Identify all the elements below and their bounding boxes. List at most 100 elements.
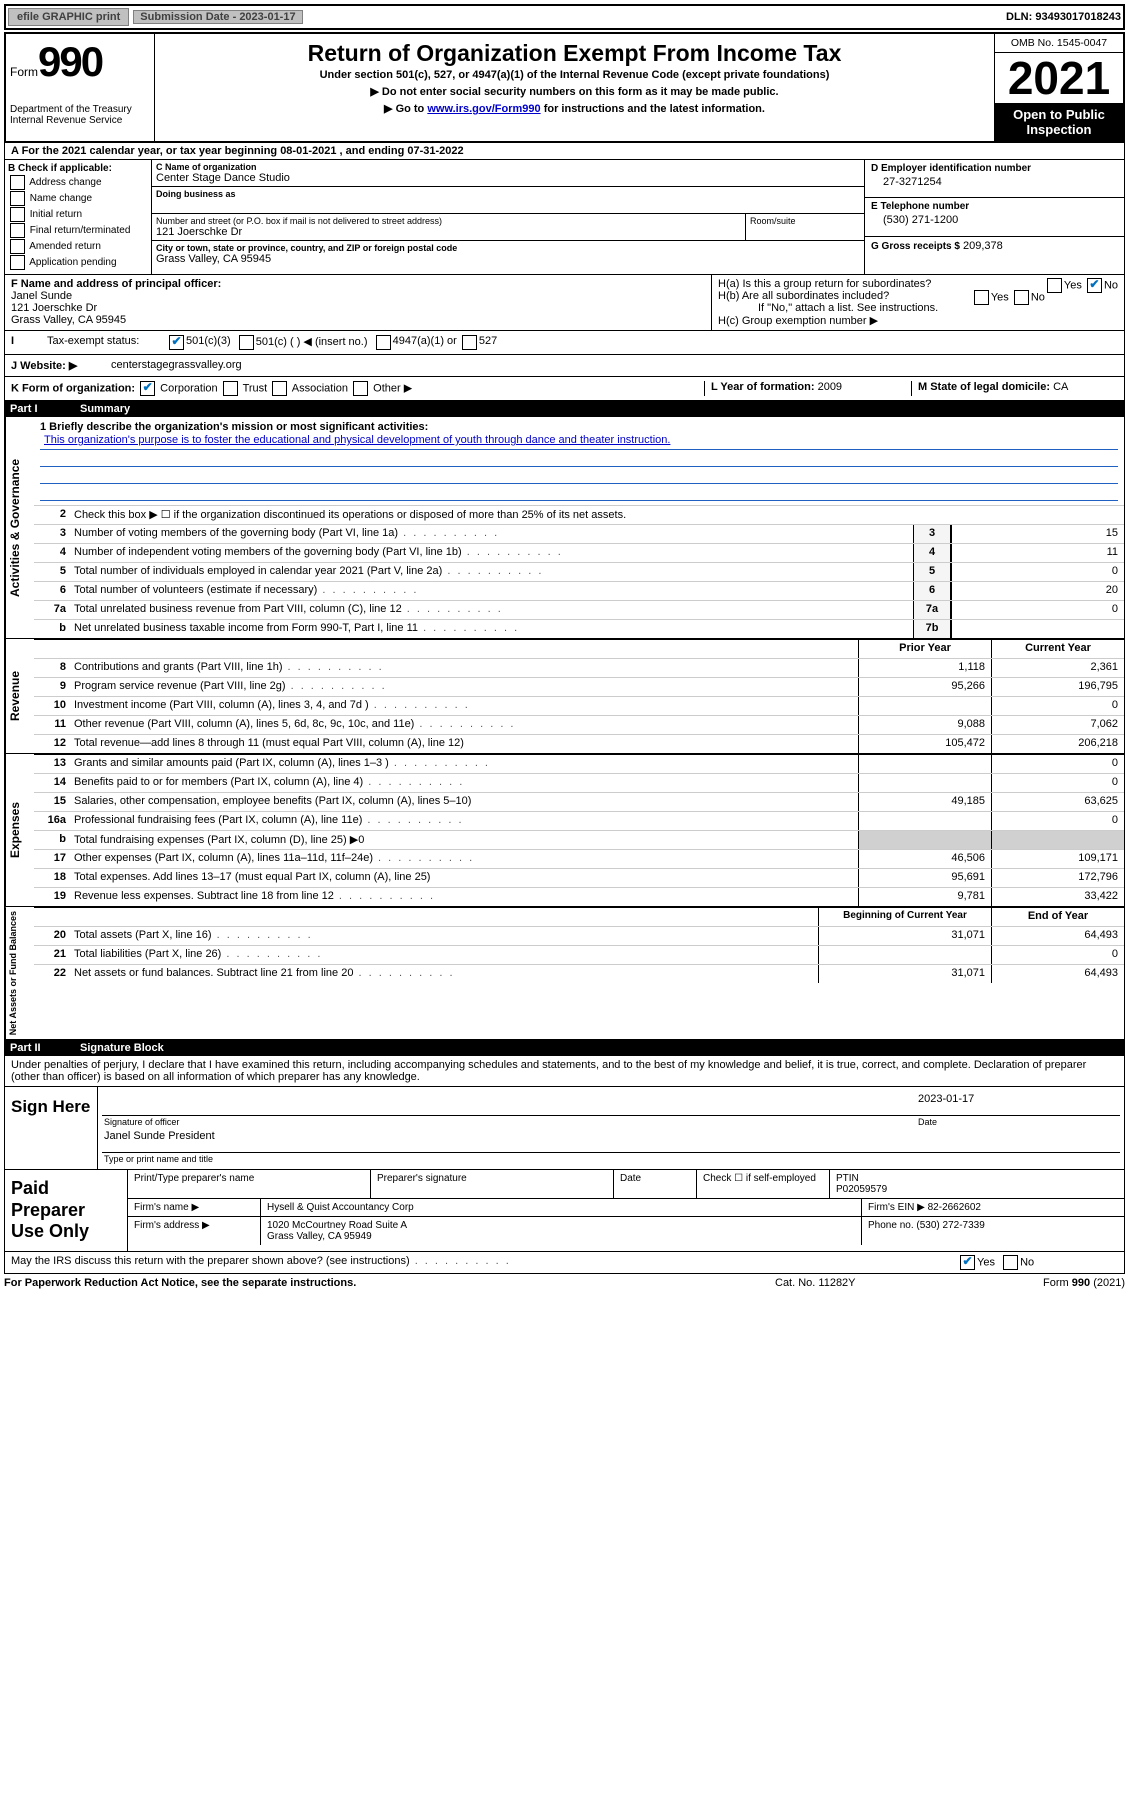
sign-here-label: Sign Here — [5, 1087, 98, 1169]
chk-address-change[interactable] — [10, 175, 25, 190]
line22-end: 64,493 — [991, 965, 1124, 983]
chk-corp[interactable] — [140, 381, 155, 396]
chk-501c3[interactable] — [169, 335, 184, 350]
chk-ha-no[interactable] — [1087, 278, 1102, 293]
lbl-sig-date: Date — [918, 1117, 1118, 1127]
mission-text: This organization's purpose is to foster… — [40, 433, 1118, 450]
box-b-title: B Check if applicable: — [8, 163, 148, 174]
part-i-num: Part I — [10, 403, 80, 415]
line14-prior — [858, 774, 991, 792]
chk-527[interactable] — [462, 335, 477, 350]
firm-phone: (530) 272-7339 — [916, 1220, 984, 1231]
line22-desc: Net assets or fund balances. Subtract li… — [70, 965, 818, 983]
line15-prior: 49,185 — [858, 793, 991, 811]
lbl-tax-status: Tax-exempt status: — [47, 335, 167, 350]
lbl-firm-ein: Firm's EIN ▶ — [868, 1202, 925, 1213]
line21-desc: Total liabilities (Part X, line 26) — [70, 946, 818, 964]
preparer-block: Paid Preparer Use Only Print/Type prepar… — [4, 1170, 1125, 1252]
chk-hb-yes[interactable] — [974, 290, 989, 305]
efile-button[interactable]: efile GRAPHIC print — [8, 8, 129, 26]
lbl-org-name: C Name of organization — [156, 162, 860, 172]
form-subtitle: Under section 501(c), 527, or 4947(a)(1)… — [163, 69, 986, 81]
chk-name-change[interactable] — [10, 191, 25, 206]
signature-block: Sign Here 2023-01-17 Signature of office… — [4, 1087, 1125, 1170]
lbl-other: Other ▶ — [373, 382, 412, 394]
chk-final-return[interactable] — [10, 223, 25, 238]
chk-501c[interactable] — [239, 335, 254, 350]
lbl-year-formed: L Year of formation: — [711, 381, 815, 393]
line21-begin — [818, 946, 991, 964]
goto-post: for instructions and the latest informat… — [541, 103, 765, 115]
firm-ein: 82-2662602 — [928, 1202, 981, 1213]
lbl-discuss-yes: Yes — [977, 1256, 995, 1268]
chk-assoc[interactable] — [272, 381, 287, 396]
side-revenue: Revenue — [5, 639, 34, 753]
line14-desc: Benefits paid to or for members (Part IX… — [70, 774, 858, 792]
chk-hb-no[interactable] — [1014, 290, 1029, 305]
line19-prior: 9,781 — [858, 888, 991, 906]
chk-ha-yes[interactable] — [1047, 278, 1062, 293]
line18-desc: Total expenses. Add lines 13–17 (must eq… — [70, 869, 858, 887]
part-i-title: Summary — [80, 403, 130, 415]
lbl-self-employed: Check ☐ if self-employed — [697, 1170, 830, 1198]
footer-left: For Paperwork Reduction Act Notice, see … — [4, 1277, 775, 1289]
line10-desc: Investment income (Part VIII, column (A)… — [70, 697, 858, 715]
lbl-prep-date: Date — [614, 1170, 697, 1198]
line17-prior: 46,506 — [858, 850, 991, 868]
part-ii-num: Part II — [10, 1042, 80, 1054]
line12-curr: 206,218 — [991, 735, 1124, 753]
lbl-4947: 4947(a)(1) or — [393, 335, 457, 350]
tax-year: 2021 — [995, 53, 1123, 103]
chk-pending[interactable] — [10, 255, 25, 270]
line4-val: 11 — [951, 544, 1124, 562]
lbl-501c: 501(c) ( ) ◀ (insert no.) — [256, 335, 368, 350]
line17-curr: 109,171 — [991, 850, 1124, 868]
lbl-mission: 1 Briefly describe the organization's mi… — [40, 421, 1118, 433]
chk-other[interactable] — [353, 381, 368, 396]
line8-desc: Contributions and grants (Part VIII, lin… — [70, 659, 858, 677]
tax-status-row: I Tax-exempt status: 501(c)(3) 501(c) ( … — [4, 331, 1125, 355]
part-i-header: Part I Summary — [4, 401, 1125, 417]
form-number: 990 — [38, 38, 102, 85]
line18-prior: 95,691 — [858, 869, 991, 887]
website-value: centerstagegrassvalley.org — [111, 359, 242, 372]
chk-discuss-yes[interactable] — [960, 1255, 975, 1270]
lbl-trust: Trust — [243, 382, 268, 394]
lbl-501c3: 501(c)(3) — [186, 335, 231, 350]
chk-initial-return[interactable] — [10, 207, 25, 222]
line15-curr: 63,625 — [991, 793, 1124, 811]
lbl-ha: H(a) Is this a group return for subordin… — [718, 278, 931, 290]
line20-desc: Total assets (Part X, line 16) — [70, 927, 818, 945]
lbl-domicile: M State of legal domicile: — [918, 381, 1050, 393]
lbl-amended: Amended return — [29, 241, 101, 252]
line7b-desc: Net unrelated business taxable income fr… — [70, 620, 913, 638]
submission-date: Submission Date - 2023-01-17 — [133, 10, 302, 24]
omb-number: OMB No. 1545-0047 — [995, 34, 1123, 53]
chk-discuss-no[interactable] — [1003, 1255, 1018, 1270]
lbl-sig-officer: Signature of officer — [104, 1117, 918, 1127]
part-ii-header: Part II Signature Block — [4, 1040, 1125, 1056]
domicile: CA — [1053, 381, 1068, 393]
officer-signed-name: Janel Sunde President — [104, 1130, 215, 1150]
chk-4947[interactable] — [376, 335, 391, 350]
line15-desc: Salaries, other compensation, employee b… — [70, 793, 858, 811]
officer-group-section: F Name and address of principal officer:… — [4, 275, 1125, 331]
line5-val: 0 — [951, 563, 1124, 581]
lbl-pending: Application pending — [29, 257, 116, 268]
line8-prior: 1,118 — [858, 659, 991, 677]
org-street: 121 Joerschke Dr — [156, 226, 741, 238]
irs-link[interactable]: www.irs.gov/Form990 — [427, 103, 540, 115]
org-city: Grass Valley, CA 95945 — [156, 253, 860, 265]
line18-curr: 172,796 — [991, 869, 1124, 887]
line10-curr: 0 — [991, 697, 1124, 715]
chk-trust[interactable] — [223, 381, 238, 396]
chk-amended[interactable] — [10, 239, 25, 254]
ssn-note: ▶ Do not enter social security numbers o… — [163, 85, 986, 98]
footer-right: Form 990 (2021) — [975, 1277, 1125, 1289]
line19-desc: Revenue less expenses. Subtract line 18 … — [70, 888, 858, 906]
side-netassets: Net Assets or Fund Balances — [5, 907, 34, 1039]
officer-name: Janel Sunde — [11, 290, 705, 302]
lbl-website: J Website: ▶ — [11, 359, 111, 372]
lbl-prep-sig: Preparer's signature — [371, 1170, 614, 1198]
line12-prior: 105,472 — [858, 735, 991, 753]
